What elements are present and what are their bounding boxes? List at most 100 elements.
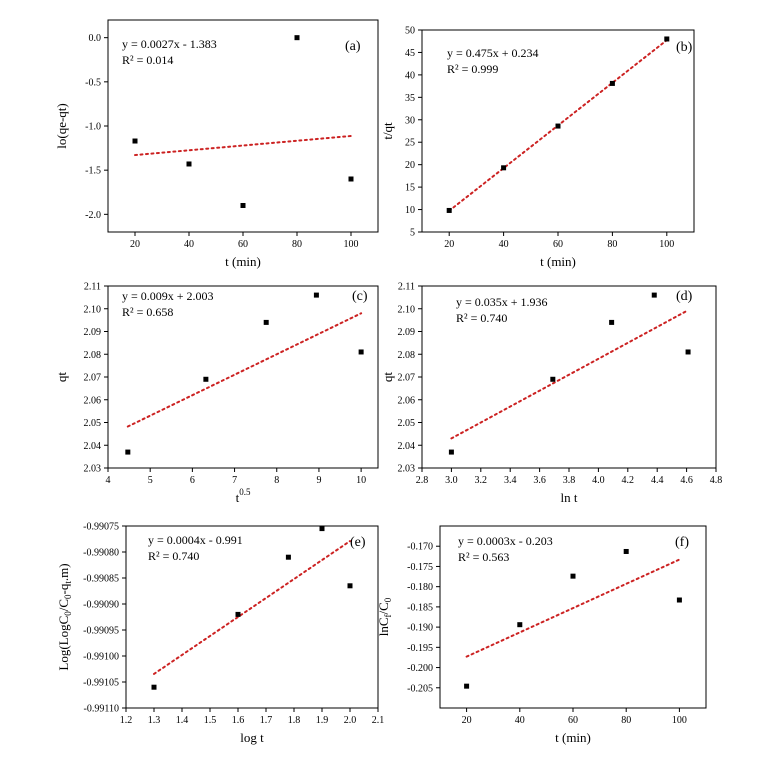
data-point [501,165,507,171]
x-tick-label: 5 [148,475,153,486]
y-tick-label: 50 [405,26,415,37]
x-axis-label: t0.5 [236,487,251,505]
x-tick-label: 80 [607,239,617,250]
trendline [126,312,363,428]
x-tick-label: 20 [444,239,454,250]
x-axis-label: ln t [561,490,578,505]
data-point [517,622,523,628]
data-point [294,35,300,41]
x-tick-label: 60 [238,239,248,250]
x-tick-label: 80 [621,715,631,726]
x-tick-label: 20 [462,715,472,726]
x-tick-label: 4 [106,475,111,486]
y-tick-label: 2.07 [84,373,102,384]
data-point [609,319,615,325]
r-squared: R² = 0.740 [148,549,199,563]
panel-label: (b) [676,40,693,55]
x-tick-label: 3.6 [533,475,546,486]
y-tick-label: -0.99085 [83,574,119,585]
x-tick-label: 9 [316,475,321,486]
y-tick-label: 40 [405,70,415,81]
data-point [186,161,192,167]
y-tick-label: 2.10 [84,304,102,315]
panel-d: 2.8 3.0 3.2 3.4 3.6 3.8 4.0 4.2 4.4 4.6 4.8 2.03 2.0… [380,282,722,506]
y-tick-label: 35 [405,93,415,104]
x-axis-label: t (min) [225,254,261,269]
y-axis-label: qt [54,372,69,383]
y-tick-label: -0.99110 [84,704,119,715]
data-point [664,36,670,42]
y-axis-label: Log(LogC0/C0-qt.m) [56,563,73,670]
trendline [450,309,690,440]
x-tick-label: 100 [344,239,359,250]
panel-label: (f) [675,535,689,550]
x-tick-label: 100 [659,239,674,250]
data-point [132,138,138,144]
y-tick-label: -0.99095 [83,626,119,637]
x-tick-label: 80 [292,239,302,250]
x-tick-label: 10 [356,475,366,486]
r-squared: R² = 0.563 [458,550,509,564]
y-tick-label: 2.03 [398,464,416,475]
y-tick-label: -1.0 [85,122,101,133]
trend-equation: y = 0.009x + 2.003 [122,289,214,303]
y-tick-label: -1.5 [85,166,101,177]
y-tick-label: 45 [405,48,415,59]
data-point [151,684,157,690]
panel-label: (d) [676,289,693,304]
data-point [263,319,269,325]
data-point [623,548,629,554]
data-point [550,376,556,382]
y-tick-label: 2.07 [398,373,416,384]
x-tick-label: 40 [515,715,525,726]
plot-frame [125,525,379,709]
y-tick-label: 2.06 [84,395,102,406]
panel-f: 20 40 60 80 100 -0.170 -0.175 -0.180 -0.185 -0.19… [376,525,707,745]
x-tick-label: 3.8 [563,475,576,486]
x-tick-label: 1.5 [204,715,217,726]
y-tick-label: 2.10 [398,304,416,315]
y-tick-label: 2.09 [84,327,102,338]
panel-a: 20 40 60 80 100 0.0 -0.5 -1.0 -1.5 -2.0 y = 0.0027… [54,19,379,269]
trend-equation: y = 0.035x + 1.936 [456,295,548,309]
x-tick-label: 3.0 [445,475,458,486]
y-tick-label: -0.99100 [83,652,119,663]
y-axis-label: lo(qe-qt) [54,103,69,148]
panel-label: (a) [345,39,361,54]
r-squared: R² = 0.999 [447,62,498,76]
data-point [235,611,241,617]
data-point [651,292,657,298]
r-squared: R² = 0.658 [122,305,173,319]
x-tick-label: 8 [274,475,279,486]
x-tick-label: 2.1 [372,715,385,726]
data-point [685,349,691,355]
data-point [125,449,131,455]
plot-frame [421,29,695,233]
data-point [348,176,354,182]
x-tick-label: 4.4 [651,475,664,486]
data-point [285,554,291,560]
x-tick-label: 3.4 [504,475,517,486]
data-point [240,203,246,208]
x-tick-label: 40 [184,239,194,250]
x-tick-label: 2.0 [344,715,357,726]
plot-frame [107,19,379,233]
x-tick-label: 60 [553,239,563,250]
y-tick-label: 2.04 [398,441,416,452]
y-tick-label: 2.11 [398,282,415,293]
x-tick-label: 3.2 [475,475,488,486]
x-tick-label: 1.4 [176,715,189,726]
data-point [609,80,615,86]
trendline [465,558,681,658]
panel-label: (c) [352,289,368,304]
data-point [555,123,561,129]
y-tick-label: -0.200 [407,663,433,674]
y-tick-label: -0.99075 [83,522,119,533]
x-tick-label: 1.8 [288,715,301,726]
y-tick-label: 2.11 [84,282,101,293]
y-tick-label: -0.195 [407,643,433,654]
x-axis-label: t (min) [540,254,576,269]
y-tick-label: 5 [410,228,415,239]
y-axis-label: t/qt [380,122,395,140]
